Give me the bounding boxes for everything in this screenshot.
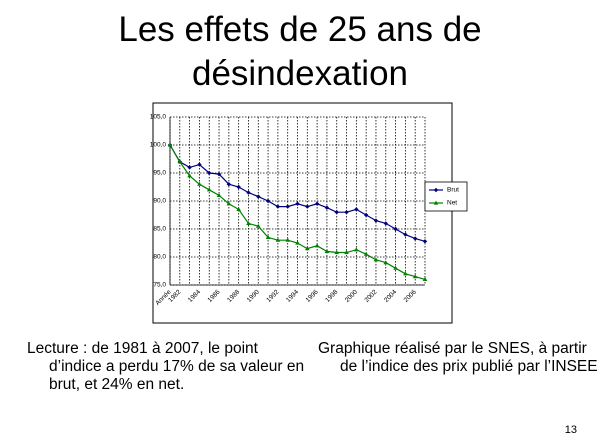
- marker: [334, 250, 340, 255]
- marker: [197, 181, 202, 186]
- marker: [403, 271, 408, 276]
- marker: [354, 247, 359, 252]
- marker: [226, 201, 232, 206]
- marker: [295, 240, 300, 245]
- marker: [354, 207, 359, 212]
- marker: [314, 201, 320, 206]
- marker: [246, 221, 251, 225]
- y-tick-label: 90,0: [153, 198, 166, 205]
- marker: [373, 257, 379, 262]
- marker: [433, 187, 439, 193]
- marker: [412, 236, 418, 241]
- marker: [216, 193, 222, 197]
- caption: Lecture : de 1981 à 2007, le point d’ind…: [27, 340, 305, 393]
- marker: [363, 212, 369, 218]
- legend-label: Net: [447, 200, 457, 207]
- marker: [305, 204, 310, 209]
- marker: [373, 218, 379, 223]
- marker: [216, 171, 222, 177]
- marker: [265, 235, 271, 239]
- marker: [236, 184, 241, 190]
- marker: [393, 226, 398, 232]
- marker: [314, 243, 320, 248]
- y-tick-label: 75,0: [153, 282, 166, 289]
- marker: [412, 274, 418, 279]
- marker: [236, 207, 241, 211]
- marker: [363, 251, 369, 256]
- marker: [285, 237, 290, 242]
- page-number: 13: [564, 424, 577, 436]
- y-tick-label: 85,0: [153, 226, 166, 233]
- marker: [265, 198, 271, 204]
- marker: [226, 182, 232, 187]
- marker: [422, 239, 428, 244]
- marker: [393, 265, 398, 270]
- marker: [275, 237, 281, 242]
- marker: [207, 170, 212, 176]
- caption: Graphique réalisé par le SNES, à partir …: [318, 340, 597, 375]
- marker: [422, 277, 428, 281]
- marker: [324, 249, 330, 253]
- legend: [424, 181, 468, 212]
- marker: [433, 200, 439, 205]
- marker: [383, 260, 389, 265]
- marker: [344, 250, 349, 255]
- y-tick-label: 105,0: [150, 114, 167, 121]
- legend-label: Brut: [447, 187, 459, 194]
- marker: [256, 194, 261, 199]
- marker: [324, 205, 330, 210]
- marker: [206, 187, 212, 192]
- y-tick-label: 80,0: [153, 254, 166, 261]
- y-tick-label: 95,0: [153, 170, 166, 177]
- marker: [383, 221, 388, 226]
- marker: [246, 190, 251, 195]
- marker: [334, 210, 339, 215]
- marker: [255, 223, 261, 228]
- y-tick-label: 100,0: [150, 142, 167, 149]
- chart-frame: [152, 102, 453, 324]
- marker: [403, 232, 408, 237]
- marker: [197, 162, 202, 167]
- marker: [167, 142, 173, 147]
- marker: [187, 173, 192, 178]
- marker: [305, 246, 310, 251]
- slide-title: Les effets de 25 ans de désindexation: [118, 10, 482, 93]
- marker: [177, 159, 183, 164]
- marker: [187, 165, 192, 170]
- marker: [295, 201, 300, 206]
- marker: [275, 204, 281, 209]
- marker: [344, 210, 349, 215]
- marker: [285, 204, 290, 209]
